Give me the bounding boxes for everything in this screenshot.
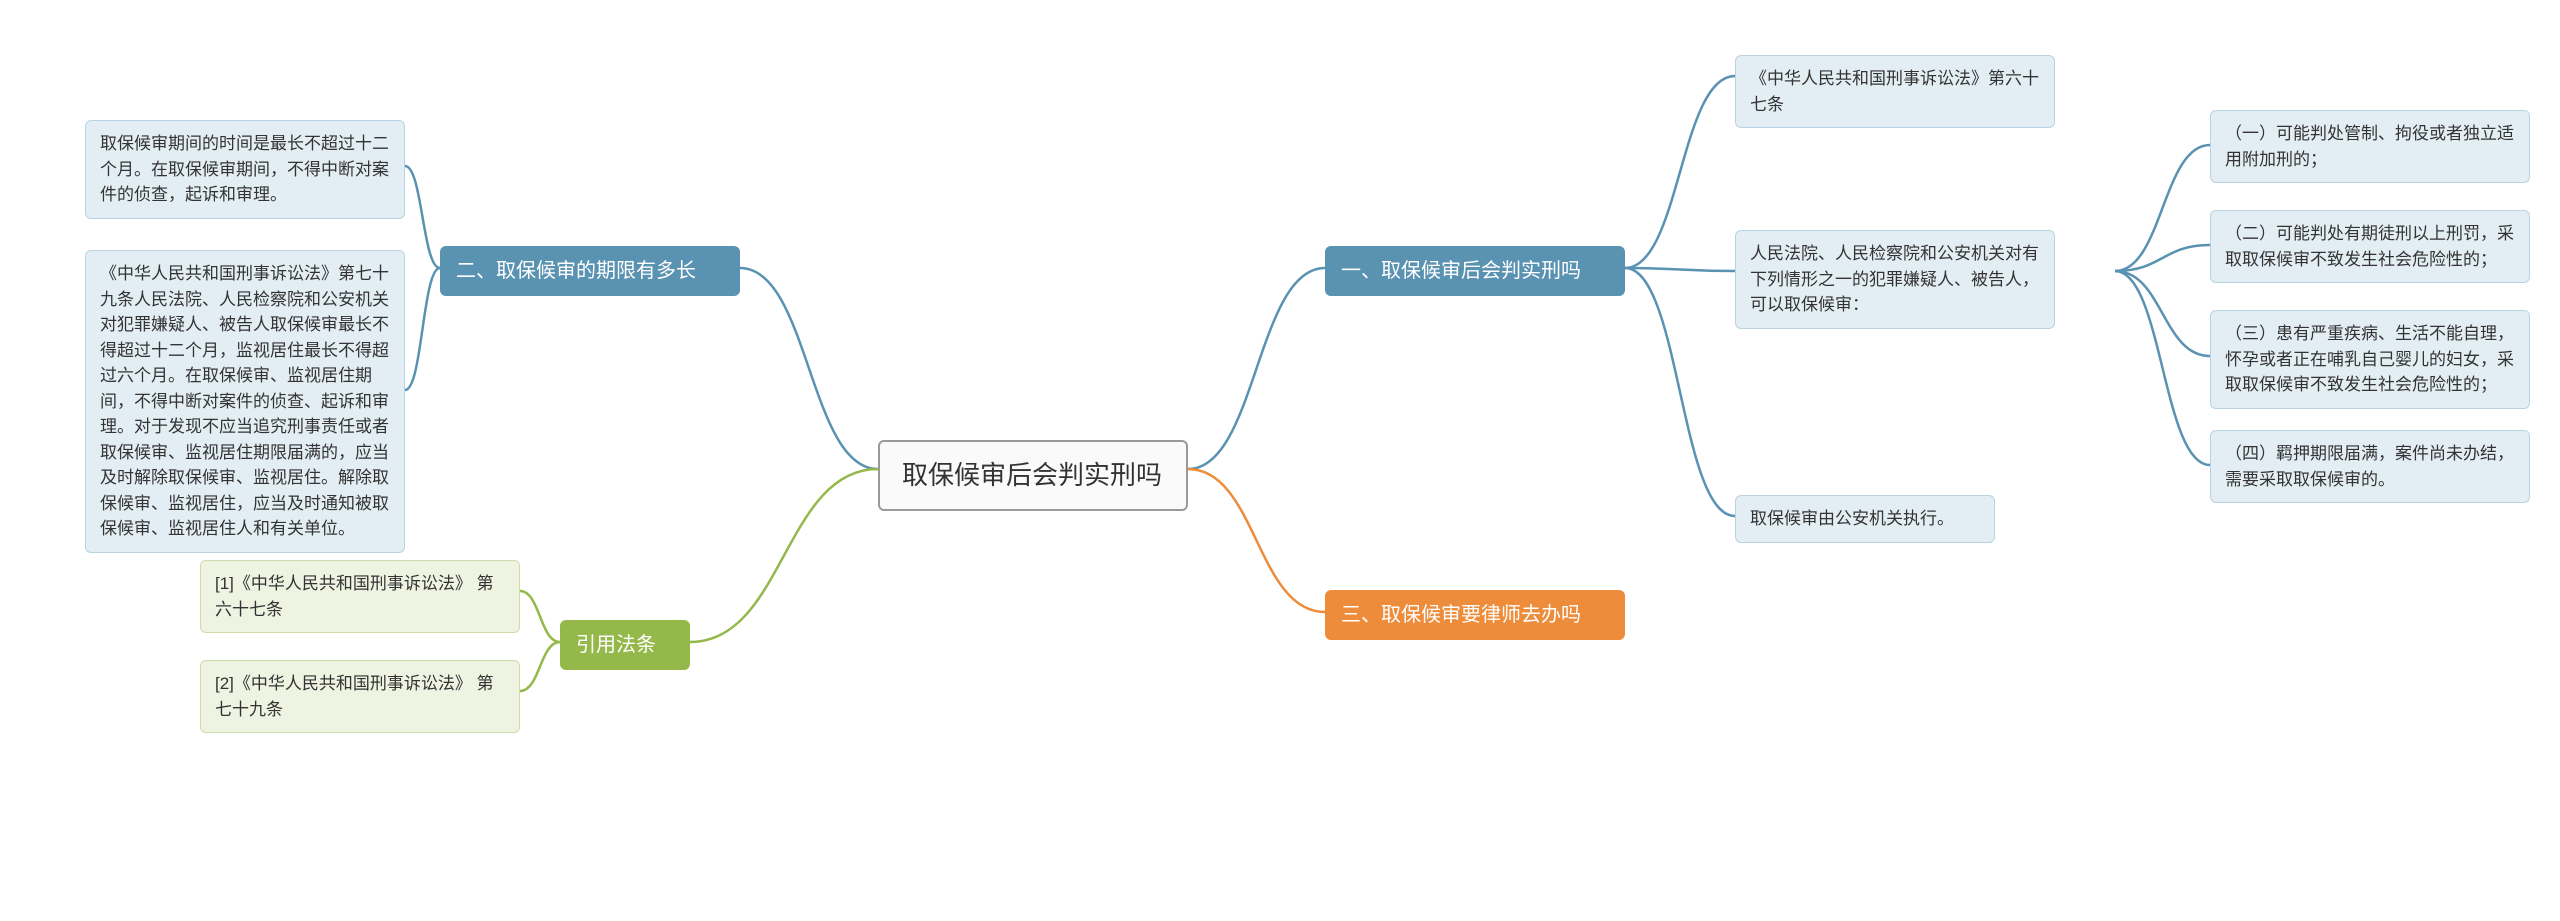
branch-4-child-b[interactable]: [2]《中华人民共和国刑事诉讼法》 第七十九条 — [200, 660, 520, 733]
branch-4-child-a[interactable]: [1]《中华人民共和国刑事诉讼法》 第六十七条 — [200, 560, 520, 633]
branch-4-label: 引用法条 — [576, 634, 656, 656]
text: （四）羁押期限届满，案件尚未办结，需要采取取保候审的。 — [2225, 444, 2514, 489]
text: [1]《中华人民共和国刑事诉讼法》 第六十七条 — [215, 574, 494, 619]
text: 人民法院、人民检察院和公安机关对有下列情形之一的犯罪嫌疑人、被告人，可以取保候审… — [1750, 244, 2039, 314]
branch-1-child-b[interactable]: 人民法院、人民检察院和公安机关对有下列情形之一的犯罪嫌疑人、被告人，可以取保候审… — [1735, 230, 2055, 329]
text: 《中华人民共和国刑事诉讼法》第六十七条 — [1750, 69, 2039, 114]
root-node[interactable]: 取保候审后会判实刑吗 — [878, 440, 1188, 511]
branch-4[interactable]: 引用法条 — [560, 620, 690, 670]
branch-1-child-b-2[interactable]: （二）可能判处有期徒刑以上刑罚，采取取保候审不致发生社会危险性的； — [2210, 210, 2530, 283]
branch-1-child-b-4[interactable]: （四）羁押期限届满，案件尚未办结，需要采取取保候审的。 — [2210, 430, 2530, 503]
branch-1[interactable]: 一、取保候审后会判实刑吗 — [1325, 246, 1625, 296]
branch-3-label: 三、取保候审要律师去办吗 — [1341, 604, 1581, 626]
branch-2-child-b[interactable]: 《中华人民共和国刑事诉讼法》第七十九条人民法院、人民检察院和公安机关对犯罪嫌疑人… — [85, 250, 405, 553]
branch-1-child-b-1[interactable]: （一）可能判处管制、拘役或者独立适用附加刑的； — [2210, 110, 2530, 183]
branch-2-label: 二、取保候审的期限有多长 — [456, 260, 696, 282]
branch-1-child-b-3[interactable]: （三）患有严重疾病、生活不能自理，怀孕或者正在哺乳自己婴儿的妇女，采取取保候审不… — [2210, 310, 2530, 409]
text: （三）患有严重疾病、生活不能自理，怀孕或者正在哺乳自己婴儿的妇女，采取取保候审不… — [2225, 324, 2514, 394]
branch-2[interactable]: 二、取保候审的期限有多长 — [440, 246, 740, 296]
branch-1-label: 一、取保候审后会判实刑吗 — [1341, 260, 1581, 282]
text: [2]《中华人民共和国刑事诉讼法》 第七十九条 — [215, 674, 494, 719]
text: 取保候审由公安机关执行。 — [1750, 509, 1954, 528]
branch-2-child-a[interactable]: 取保候审期间的时间是最长不超过十二个月。在取保候审期间，不得中断对案件的侦查，起… — [85, 120, 405, 219]
text: （二）可能判处有期徒刑以上刑罚，采取取保候审不致发生社会危险性的； — [2225, 224, 2514, 269]
root-label: 取保候审后会判实刑吗 — [902, 460, 1162, 490]
branch-3[interactable]: 三、取保候审要律师去办吗 — [1325, 590, 1625, 640]
text: 取保候审期间的时间是最长不超过十二个月。在取保候审期间，不得中断对案件的侦查，起… — [100, 134, 389, 204]
branch-1-child-c[interactable]: 取保候审由公安机关执行。 — [1735, 495, 1995, 543]
branch-1-child-a[interactable]: 《中华人民共和国刑事诉讼法》第六十七条 — [1735, 55, 2055, 128]
text: 《中华人民共和国刑事诉讼法》第七十九条人民法院、人民检察院和公安机关对犯罪嫌疑人… — [100, 264, 389, 538]
text: （一）可能判处管制、拘役或者独立适用附加刑的； — [2225, 124, 2514, 169]
